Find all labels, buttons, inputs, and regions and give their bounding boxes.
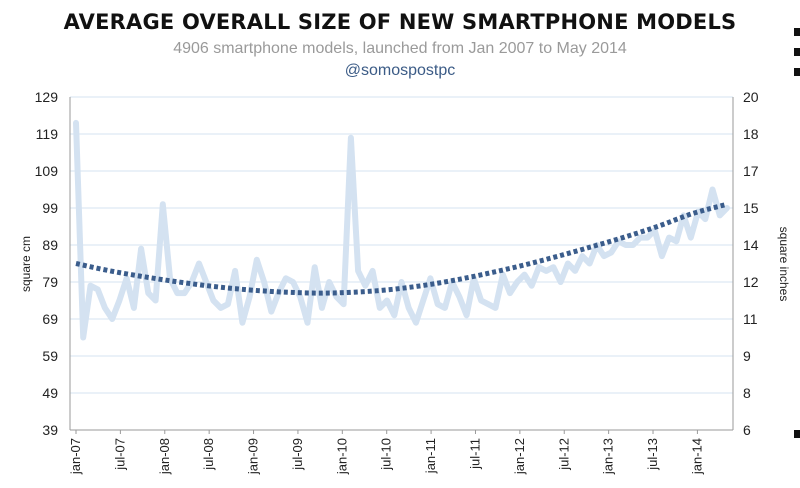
y2-tick-label: 18 (743, 126, 759, 142)
x-tick-label: jan-10 (334, 438, 349, 475)
y2-tick-label: 12 (743, 274, 759, 290)
author-handle: @somospostpc (344, 62, 456, 79)
x-tick-label: jan-07 (68, 438, 83, 475)
x-tick-label: jan-08 (157, 438, 172, 475)
y-tick-label: 99 (42, 200, 58, 216)
trend-line (75, 201, 728, 296)
y-tick-label: 119 (36, 126, 59, 142)
y-tick-label: 79 (42, 274, 58, 290)
y2-tick-label: 20 (743, 89, 759, 105)
edge-mark (794, 68, 800, 76)
y-tick-label: 59 (42, 348, 58, 364)
x-tick-label: jan-11 (423, 438, 438, 474)
y2-axis-label: square inches (777, 227, 791, 302)
x-tick-label: jul-07 (112, 438, 127, 471)
x-tick-label: jul-12 (556, 438, 571, 471)
y-tick-label: 129 (35, 89, 59, 105)
y-tick-label: 49 (42, 385, 58, 401)
edge-mark (794, 430, 800, 438)
chart-title: AVERAGE OVERALL SIZE OF NEW SMARTPHONE M… (63, 10, 737, 34)
y2-tick-label: 6 (743, 422, 751, 438)
x-tick-label: jul-13 (645, 438, 660, 471)
y2-tick-label: 8 (743, 385, 751, 401)
x-tick-label: jul-09 (290, 438, 305, 471)
x-tick-label: jan-09 (246, 438, 261, 475)
x-tick-label: jul-11 (467, 438, 482, 470)
edge-mark (794, 28, 800, 36)
x-tick-label: jan-12 (512, 438, 527, 475)
x-tick-label: jan-14 (689, 438, 704, 475)
y2-tick-label: 15 (743, 200, 759, 216)
x-tick-label: jul-10 (379, 438, 394, 471)
y-tick-label: 89 (42, 237, 58, 253)
chart-subtitle: 4906 smartphone models, launched from Ja… (173, 40, 627, 57)
monthly-average-line (73, 119, 730, 341)
x-tick-label: jan-13 (601, 438, 616, 475)
y-tick-label: 39 (42, 422, 58, 438)
y2-tick-label: 11 (743, 311, 758, 327)
y2-tick-label: 17 (743, 163, 759, 179)
y-axis-label: square cm (19, 236, 33, 292)
y2-tick-label: 9 (743, 348, 751, 364)
x-tick-label: jul-08 (201, 438, 216, 471)
y2-tick-label: 14 (743, 237, 759, 253)
y-tick-label: 69 (42, 311, 58, 327)
y-tick-label: 109 (35, 163, 59, 179)
edge-mark (794, 48, 800, 56)
